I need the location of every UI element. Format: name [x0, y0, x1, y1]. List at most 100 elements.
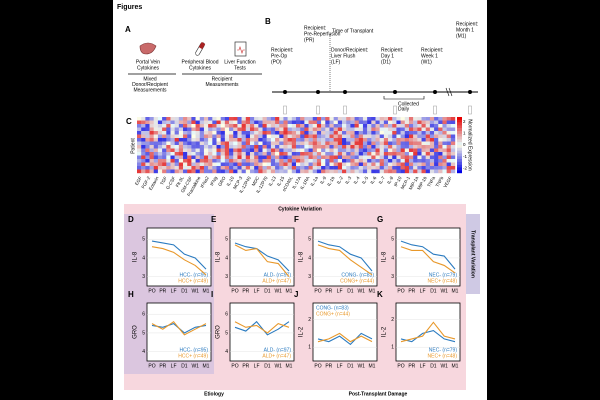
heatmap-cell [404, 131, 410, 135]
heatmap-cell [149, 145, 154, 149]
y-tick-label: 4 [391, 255, 394, 261]
heatmap-cell [434, 138, 439, 142]
item-label: Tests [234, 65, 246, 71]
heatmap-cell [212, 152, 217, 156]
heatmap-cell [450, 155, 456, 160]
heatmap-cell [371, 134, 376, 139]
heatmap-cell [220, 131, 226, 135]
heatmap-cell [153, 131, 159, 135]
heatmap-cell [425, 155, 431, 160]
heatmap-cell [329, 131, 334, 135]
heatmap-cell [337, 117, 343, 121]
heatmap-cell [417, 124, 422, 128]
heatmap-cell [270, 148, 276, 153]
heatmap-cell [187, 145, 192, 149]
heatmap-cell [141, 148, 146, 153]
tube-icon [433, 105, 437, 115]
heatmap-cell [212, 162, 217, 167]
heatmap-cell [300, 120, 305, 125]
heatmap-cell [304, 120, 309, 125]
heatmap-cell [375, 117, 380, 121]
heatmap-cell [245, 124, 251, 128]
heatmap-cell [300, 169, 305, 174]
heatmap-cell [183, 159, 188, 163]
heatmap-cell [434, 148, 439, 153]
heatmap-cell [358, 141, 364, 146]
heatmap-cell [371, 145, 376, 149]
heatmap-cell [383, 120, 389, 125]
heatmap-cell [241, 138, 246, 142]
heatmap-cell [316, 131, 322, 135]
heatmap-cell [337, 169, 343, 174]
heatmap-cell [446, 155, 452, 160]
heatmap-cell [375, 120, 380, 125]
heatmap-cell [149, 138, 154, 142]
heatmap-cell [233, 148, 238, 153]
heatmap-cell [249, 117, 255, 121]
heatmap-cell [229, 124, 234, 128]
heatmap-cell [396, 169, 401, 174]
heatmap-cell [296, 155, 301, 160]
heatmap-cell [442, 127, 447, 132]
heatmap-cell [329, 117, 334, 121]
heatmap-cell [162, 117, 167, 121]
heatmap-cell [438, 124, 443, 128]
heatmap-cell [304, 127, 309, 132]
heatmap-cell [237, 152, 242, 156]
cytokine-label: IL-2 [336, 175, 344, 185]
heatmap-cell [296, 162, 301, 167]
section-title: Etiology [204, 391, 224, 397]
heatmap-cell [162, 120, 167, 125]
panel-label: A [125, 25, 131, 34]
heatmap-cell [275, 148, 280, 153]
heatmap-cell [195, 152, 200, 156]
heatmap-cell [396, 162, 401, 167]
heatmap-cell [178, 134, 184, 139]
heatmap-cell [325, 124, 330, 128]
axis-label: Patient [130, 138, 136, 154]
heatmap-cell [266, 127, 272, 132]
colorbar-cell [457, 117, 462, 120]
heatmap-cell [316, 155, 322, 160]
heatmap-cell [220, 141, 226, 146]
heatmap-cell [170, 148, 175, 153]
heatmap-cell [383, 124, 389, 128]
heatmap-cell [191, 152, 196, 156]
colorbar-cell [457, 128, 462, 132]
y-tick-label: 4 [308, 255, 311, 261]
heatmap-cell [245, 127, 251, 132]
heatmap-cell [237, 155, 242, 160]
item-label: Peripheral Blood [182, 59, 219, 65]
heatmap-cell [434, 159, 439, 163]
heatmap-cell [346, 148, 351, 153]
heatmap-cell [233, 159, 238, 163]
heatmap-cell [383, 162, 389, 167]
heatmap-cell [388, 148, 393, 153]
heatmap-cell [137, 162, 142, 167]
heatmap-cell [417, 159, 422, 163]
cytokine-label: IL-9 [319, 175, 327, 185]
cytokine-label: IL-5 [361, 175, 369, 185]
x-tick-label: W1 [357, 363, 365, 369]
heatmap-cell [237, 124, 242, 128]
colorbar-cell [457, 122, 462, 126]
cytokine-label: IL-1a [309, 175, 319, 187]
heatmap-cell [425, 166, 431, 170]
heatmap-cell [174, 145, 180, 149]
heatmap-cell [438, 145, 443, 149]
icons [128, 41, 262, 75]
heatmap-cell [392, 131, 397, 135]
heatmap-cell [342, 124, 347, 128]
heatmap-cell [208, 127, 213, 132]
heatmap-cell [429, 169, 435, 174]
heatmap-cell [275, 131, 280, 135]
heatmap-cell [358, 169, 364, 174]
heatmap-cell [153, 166, 159, 170]
heatmap-cell [157, 127, 163, 132]
heatmap-cell [166, 141, 171, 146]
heatmap-cell [388, 162, 393, 167]
heatmap-cell [413, 120, 418, 125]
heatmap-cell [388, 127, 393, 132]
heatmap-cell [450, 120, 456, 125]
heatmap-cell [450, 166, 456, 170]
